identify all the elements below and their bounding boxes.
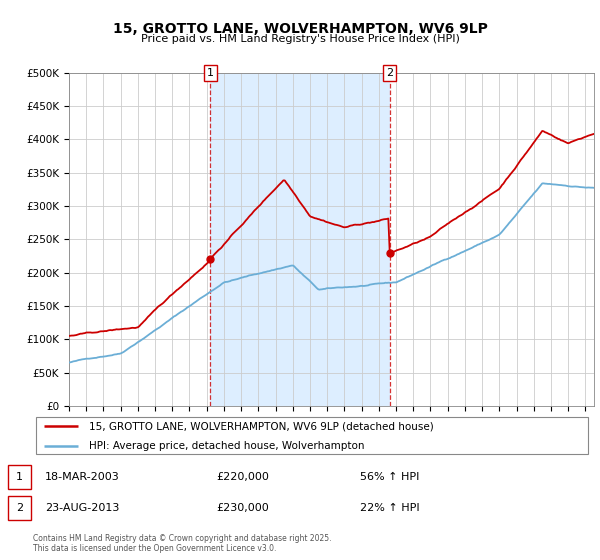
Bar [210, 73, 389, 406]
Text: 22% ↑ HPI: 22% ↑ HPI [360, 503, 419, 513]
FancyBboxPatch shape [36, 417, 588, 454]
Text: £230,000: £230,000 [216, 503, 269, 513]
Text: 2: 2 [16, 503, 23, 513]
Text: Contains HM Land Registry data © Crown copyright and database right 2025.
This d: Contains HM Land Registry data © Crown c… [33, 534, 331, 553]
Text: 23-AUG-2013: 23-AUG-2013 [45, 503, 119, 513]
Text: 1: 1 [207, 68, 214, 78]
Text: 2: 2 [386, 68, 393, 78]
Text: 15, GROTTO LANE, WOLVERHAMPTON, WV6 9LP: 15, GROTTO LANE, WOLVERHAMPTON, WV6 9LP [113, 22, 487, 36]
Text: 1: 1 [16, 472, 23, 482]
Text: 56% ↑ HPI: 56% ↑ HPI [360, 472, 419, 482]
Text: Price paid vs. HM Land Registry's House Price Index (HPI): Price paid vs. HM Land Registry's House … [140, 34, 460, 44]
Text: 15, GROTTO LANE, WOLVERHAMPTON, WV6 9LP (detached house): 15, GROTTO LANE, WOLVERHAMPTON, WV6 9LP … [89, 421, 434, 431]
Text: HPI: Average price, detached house, Wolverhampton: HPI: Average price, detached house, Wolv… [89, 441, 364, 451]
Text: £220,000: £220,000 [216, 472, 269, 482]
Text: 18-MAR-2003: 18-MAR-2003 [45, 472, 120, 482]
